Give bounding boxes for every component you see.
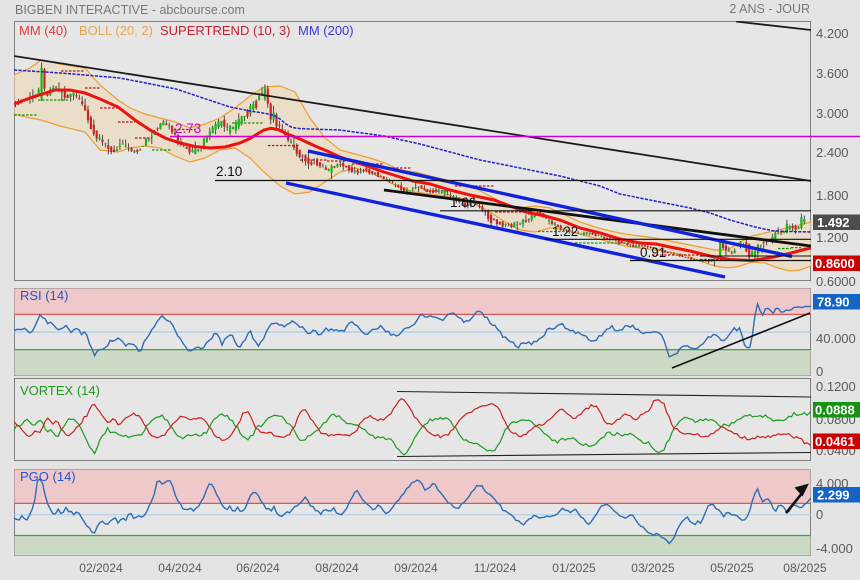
svg-text:0.1200: 0.1200: [816, 379, 856, 394]
svg-text:1.800: 1.800: [816, 188, 849, 203]
svg-text:0.8600: 0.8600: [815, 256, 855, 271]
svg-text:SUPERTREND (10, 3): SUPERTREND (10, 3): [160, 23, 291, 38]
svg-text:11/2024: 11/2024: [474, 561, 517, 575]
svg-text:09/2024: 09/2024: [394, 561, 438, 575]
svg-text:1.492: 1.492: [817, 215, 850, 230]
svg-text:0: 0: [816, 364, 823, 379]
svg-text:02/2024: 02/2024: [79, 561, 123, 575]
svg-text:1.66: 1.66: [450, 195, 476, 210]
svg-text:3.600: 3.600: [816, 66, 849, 81]
svg-text:RSI (14): RSI (14): [20, 288, 68, 303]
svg-text:0.0461: 0.0461: [815, 434, 855, 449]
svg-text:2.400: 2.400: [816, 145, 849, 160]
svg-text:4.200: 4.200: [816, 26, 849, 41]
svg-text:78.90: 78.90: [817, 295, 850, 310]
svg-text:08/2024: 08/2024: [315, 561, 359, 575]
svg-text:-4.000: -4.000: [816, 541, 853, 556]
svg-text:2.73: 2.73: [175, 121, 201, 136]
svg-text:03/2025: 03/2025: [631, 561, 675, 575]
svg-text:2.299: 2.299: [817, 488, 850, 503]
svg-text:2 ANS - JOUR: 2 ANS - JOUR: [729, 2, 810, 16]
svg-text:1.200: 1.200: [816, 230, 849, 245]
svg-text:2.10: 2.10: [216, 164, 242, 179]
svg-text:0.6000: 0.6000: [816, 274, 856, 289]
svg-text:08/2025: 08/2025: [783, 561, 827, 575]
svg-text:3.000: 3.000: [816, 106, 849, 121]
svg-text:0: 0: [816, 507, 823, 522]
svg-text:04/2024: 04/2024: [158, 561, 202, 575]
svg-text:MM (200): MM (200): [298, 23, 354, 38]
svg-text:0.91: 0.91: [640, 245, 666, 260]
svg-text:05/2025: 05/2025: [710, 561, 754, 575]
svg-text:VORTEX (14): VORTEX (14): [20, 383, 100, 398]
svg-text:01/2025: 01/2025: [552, 561, 596, 575]
svg-text:BIGBEN INTERACTIVE - abcbourse: BIGBEN INTERACTIVE - abcbourse.com: [15, 3, 245, 17]
svg-text:BOLL (20, 2): BOLL (20, 2): [79, 23, 153, 38]
svg-text:40.000: 40.000: [816, 331, 856, 346]
svg-text:1.22: 1.22: [552, 224, 578, 239]
svg-text:0.0888: 0.0888: [815, 403, 855, 418]
svg-text:PGO (14): PGO (14): [20, 469, 76, 484]
svg-text:06/2024: 06/2024: [236, 561, 280, 575]
svg-text:MM (40): MM (40): [19, 23, 67, 38]
